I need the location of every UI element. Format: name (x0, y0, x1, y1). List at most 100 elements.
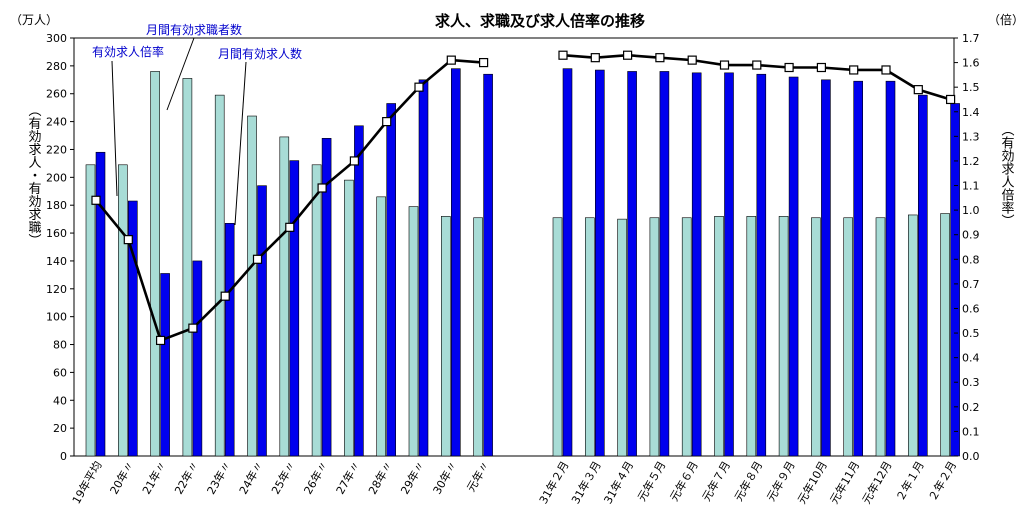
right-tick-label: 0.6 (962, 302, 980, 315)
ratio-marker (317, 183, 327, 193)
ratio-marker (252, 254, 263, 264)
left-tick-label: 20 (53, 422, 67, 435)
left-tick-label: 180 (46, 199, 67, 212)
bar-job-seekers (649, 217, 660, 457)
x-tick-label: 26年〃 (301, 459, 331, 497)
right-tick-label: 1.4 (962, 106, 980, 119)
bar-job-openings (659, 71, 670, 457)
bar-job-seekers (940, 213, 950, 457)
ratio-marker (849, 65, 859, 75)
bar-job-seekers (552, 217, 563, 457)
right-tick-label: 1.7 (962, 32, 980, 45)
left-tick-label: 160 (46, 227, 67, 240)
bar-job-seekers (778, 216, 789, 457)
x-tick-label: 27年〃 (333, 459, 363, 497)
left-tick-label: 260 (46, 88, 67, 101)
x-tick-label: 29年〃 (397, 459, 427, 497)
x-tick-label: 19年平均 (69, 459, 105, 507)
ratio-marker (622, 50, 633, 60)
annotation-ratio: 有効求人倍率 (92, 44, 164, 59)
x-tick-label: 22年〃 (171, 459, 201, 497)
left-tick-label: 120 (46, 283, 67, 296)
x-tick-label: 元年10月 (794, 459, 830, 507)
bar-job-openings (224, 223, 235, 457)
ratio-marker (913, 85, 923, 95)
bar-job-openings (756, 73, 767, 457)
annotation-ratio-leader (111, 60, 118, 197)
bar-job-openings (386, 103, 397, 457)
ratio-marker (156, 335, 166, 346)
bar-job-openings (192, 260, 203, 457)
bar-job-openings (691, 72, 702, 457)
ratio-marker (558, 50, 568, 60)
bar-job-seekers (85, 164, 96, 457)
bar-job-openings (418, 79, 429, 457)
right-tick-label: 0.3 (962, 376, 980, 389)
left-axis-unit: （万人） (10, 13, 58, 27)
bar-job-openings (821, 79, 831, 457)
ratio-marker (91, 195, 101, 205)
x-tick-label: ２年１月 (893, 459, 927, 504)
x-tick-label: 元年５月 (634, 459, 668, 504)
right-axis-unit: （倍） (988, 12, 1024, 27)
left-tick-label: 280 (46, 60, 67, 73)
x-tick-label: 20年〃 (107, 459, 137, 497)
x-tick-label: 元年11月 (827, 459, 863, 507)
left-tick-label: 240 (46, 116, 67, 129)
bar-job-seekers (182, 78, 193, 457)
ratio-marker (945, 94, 956, 105)
x-tick-label: 24年〃 (236, 459, 266, 497)
bar-job-openings (950, 103, 960, 457)
x-tick-label: 30年〃 (430, 459, 460, 497)
right-tick-label: 0.8 (962, 253, 980, 266)
bar-job-seekers (681, 217, 692, 457)
left-tick-label: 40 (53, 394, 67, 407)
annotation-seekers: 月間有効求職者数 (146, 22, 242, 37)
chart-title: 求人、求職及び求人倍率の推移 (435, 12, 645, 30)
bar-job-seekers (344, 179, 354, 457)
bar-job-openings (257, 185, 267, 457)
bar-job-openings (724, 72, 734, 457)
x-tick-label: 元年７月 (699, 459, 733, 504)
bars (85, 68, 960, 457)
right-tick-label: 1.0 (962, 204, 980, 217)
ratio-marker (784, 62, 794, 73)
ratio-marker (188, 323, 198, 333)
bar-job-openings (917, 94, 928, 457)
left-tick-label: 0 (60, 450, 67, 463)
left-tick-label: 80 (53, 339, 67, 352)
x-tick-label: 元年６月 (667, 459, 701, 504)
bar-job-seekers (150, 71, 160, 457)
right-tick-label: 0.9 (962, 229, 980, 242)
bar-job-seekers (907, 214, 918, 457)
ratio-marker (687, 55, 697, 65)
x-tick-label: 25年〃 (268, 459, 298, 497)
bar-job-openings (788, 76, 799, 457)
bar-job-seekers (584, 217, 595, 457)
bar-job-openings (885, 80, 896, 457)
right-tick-label: 0.4 (962, 352, 980, 365)
bar-job-seekers (311, 164, 322, 457)
right-tick-label: 0.0 (962, 450, 980, 463)
bar-job-seekers (214, 94, 225, 457)
bar-job-seekers (473, 217, 483, 457)
ratio-marker (590, 53, 600, 63)
ratio-marker (349, 156, 359, 166)
bar-job-openings (483, 73, 493, 457)
bar-job-seekers (714, 216, 724, 457)
left-tick-label: 140 (46, 255, 67, 268)
bar-job-openings (321, 138, 332, 457)
bar-job-seekers (408, 206, 419, 457)
bar-job-seekers (440, 216, 451, 457)
x-tick-label: ２年２月 (925, 459, 959, 504)
bar-job-openings (354, 125, 364, 457)
annotation-seekers-leader (166, 37, 195, 111)
left-axis-label: （有効求人・有効求職） (26, 104, 42, 247)
left-tick-label: 100 (46, 311, 67, 324)
ratio-marker (285, 222, 295, 232)
right-tick-label: 1.6 (962, 57, 980, 70)
ratio-marker (220, 291, 230, 301)
ratio-marker (382, 116, 392, 127)
x-tick-label: 元年〃 (464, 458, 493, 494)
